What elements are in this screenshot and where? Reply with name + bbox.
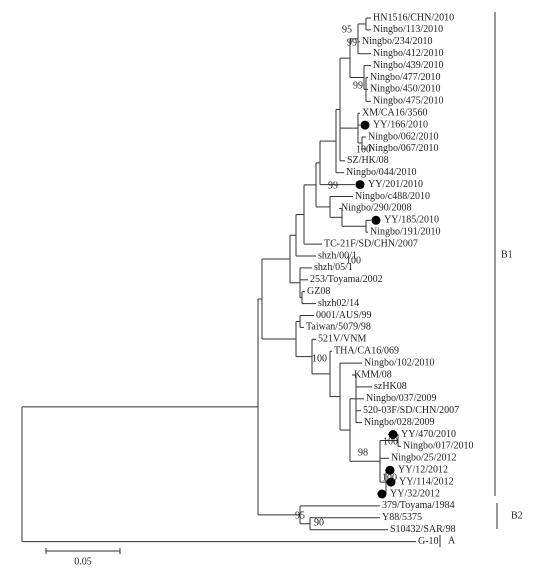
bootstrap-value: 100 xyxy=(312,353,327,364)
leaf-label: S10432/SAR/98 xyxy=(390,524,456,535)
leaf-label: YY/12/2012 xyxy=(398,464,448,475)
leaf-label: 253/Toyama/2002 xyxy=(310,274,383,285)
bootstrap-value: 95 xyxy=(342,24,352,35)
leaf-label: Ningbo/412/2010 xyxy=(373,48,444,59)
marker-dot xyxy=(385,465,395,475)
leaf-label: shzh/05/1 xyxy=(314,262,353,273)
bootstrap-value: 90 xyxy=(314,517,324,528)
leaf-label: Ningbo/062/2010 xyxy=(368,131,439,142)
leaf-label: YY/114/2012 xyxy=(399,476,454,487)
leaf-label: THA/CA16/069 xyxy=(334,345,399,356)
leaf-label: Ningbo/475/2010 xyxy=(373,96,444,107)
leaf-label: Ningbo/234/2010 xyxy=(362,36,433,47)
leaf-label: SZ/HK/08 xyxy=(347,155,389,166)
leaf-label: YY/201/2010 xyxy=(368,179,423,190)
marker-dot xyxy=(371,215,381,225)
leaf-label: Ningbo/044/2010 xyxy=(346,167,417,178)
leaf-label: Ningbo/102/2010 xyxy=(364,357,435,368)
leaf-label: Y88/5375 xyxy=(382,512,422,523)
leaf-label: Ningbo/439/2010 xyxy=(373,60,444,71)
leaf-label: Taiwan/5079/98 xyxy=(306,322,371,333)
bootstrap-value: 100 xyxy=(382,472,397,483)
leaf-label: Ningbo/017/2010 xyxy=(403,441,474,452)
leaf-label: shzh/00/1 xyxy=(318,250,357,261)
leaf-label: Ningbo/067/2010 xyxy=(368,143,439,154)
bootstrap-value: 100 xyxy=(356,144,371,155)
leaf-label: shzh02/14 xyxy=(318,298,359,309)
leaf-label: G-10 xyxy=(418,536,439,547)
leaf-label: TC-21F/SD/CHN/2007 xyxy=(324,238,418,249)
leaf-label: Ningbo/191/2010 xyxy=(370,226,441,237)
leaf-label: XM/CA16/3560 xyxy=(362,107,428,118)
bootstrap-value: 98 xyxy=(358,447,368,458)
leaf-label: 0001/AUS/99 xyxy=(316,310,372,321)
leaf-label: GZ08 xyxy=(307,286,330,297)
leaf-label: Ningbo/450/2010 xyxy=(370,84,441,95)
leaf-label: YY/166/2010 xyxy=(373,119,428,130)
leaf-label: YY/470/2010 xyxy=(401,429,456,440)
marker-dot xyxy=(386,477,396,487)
clade-label: B1 xyxy=(501,249,513,260)
clade-label: B2 xyxy=(511,510,523,521)
leaf-label: 379/Toyama/1984 xyxy=(382,500,455,511)
leaf-label: YY/32/2012 xyxy=(390,488,440,499)
leaf-label: 521V/VNM xyxy=(318,334,366,345)
marker-dot xyxy=(360,120,370,130)
clade-label: A xyxy=(448,535,456,546)
marker-dot xyxy=(377,489,387,499)
leaf-label: KMM/08 xyxy=(354,369,392,380)
leaf-label: Ningbo/290/2008 xyxy=(341,203,412,214)
bootstrap-value: 100 xyxy=(346,255,361,266)
bootstrap-value: 99 xyxy=(328,180,338,191)
leaf-label: YY/185/2010 xyxy=(384,215,439,226)
marker-dot xyxy=(388,430,398,439)
leaf-label: Ningbo/477/2010 xyxy=(370,72,441,83)
bootstrap-value: 95 xyxy=(295,510,305,521)
leaf-label: HN1516/CHN/2010 xyxy=(373,12,454,23)
leaf-label: Ningbo/037/2009 xyxy=(366,393,437,404)
leaf-label: szHK08 xyxy=(374,381,407,392)
leaf-label: Ningbo/c488/2010 xyxy=(355,191,430,202)
bootstrap-value: 99 xyxy=(353,80,363,91)
leaf-label: Ningbo/028/2009 xyxy=(364,417,435,428)
leaf-label: 520-03F/SD/CHN/2007 xyxy=(363,405,459,416)
bootstrap-value: 100 xyxy=(383,436,398,447)
marker-dot xyxy=(355,180,365,190)
leaf-label: Ningbo/25/2012 xyxy=(391,453,457,464)
leaf-label: Ningbo/113/2010 xyxy=(373,24,443,35)
bootstrap-value: 99 xyxy=(347,37,357,48)
scale-label: 0.05 xyxy=(74,556,92,567)
